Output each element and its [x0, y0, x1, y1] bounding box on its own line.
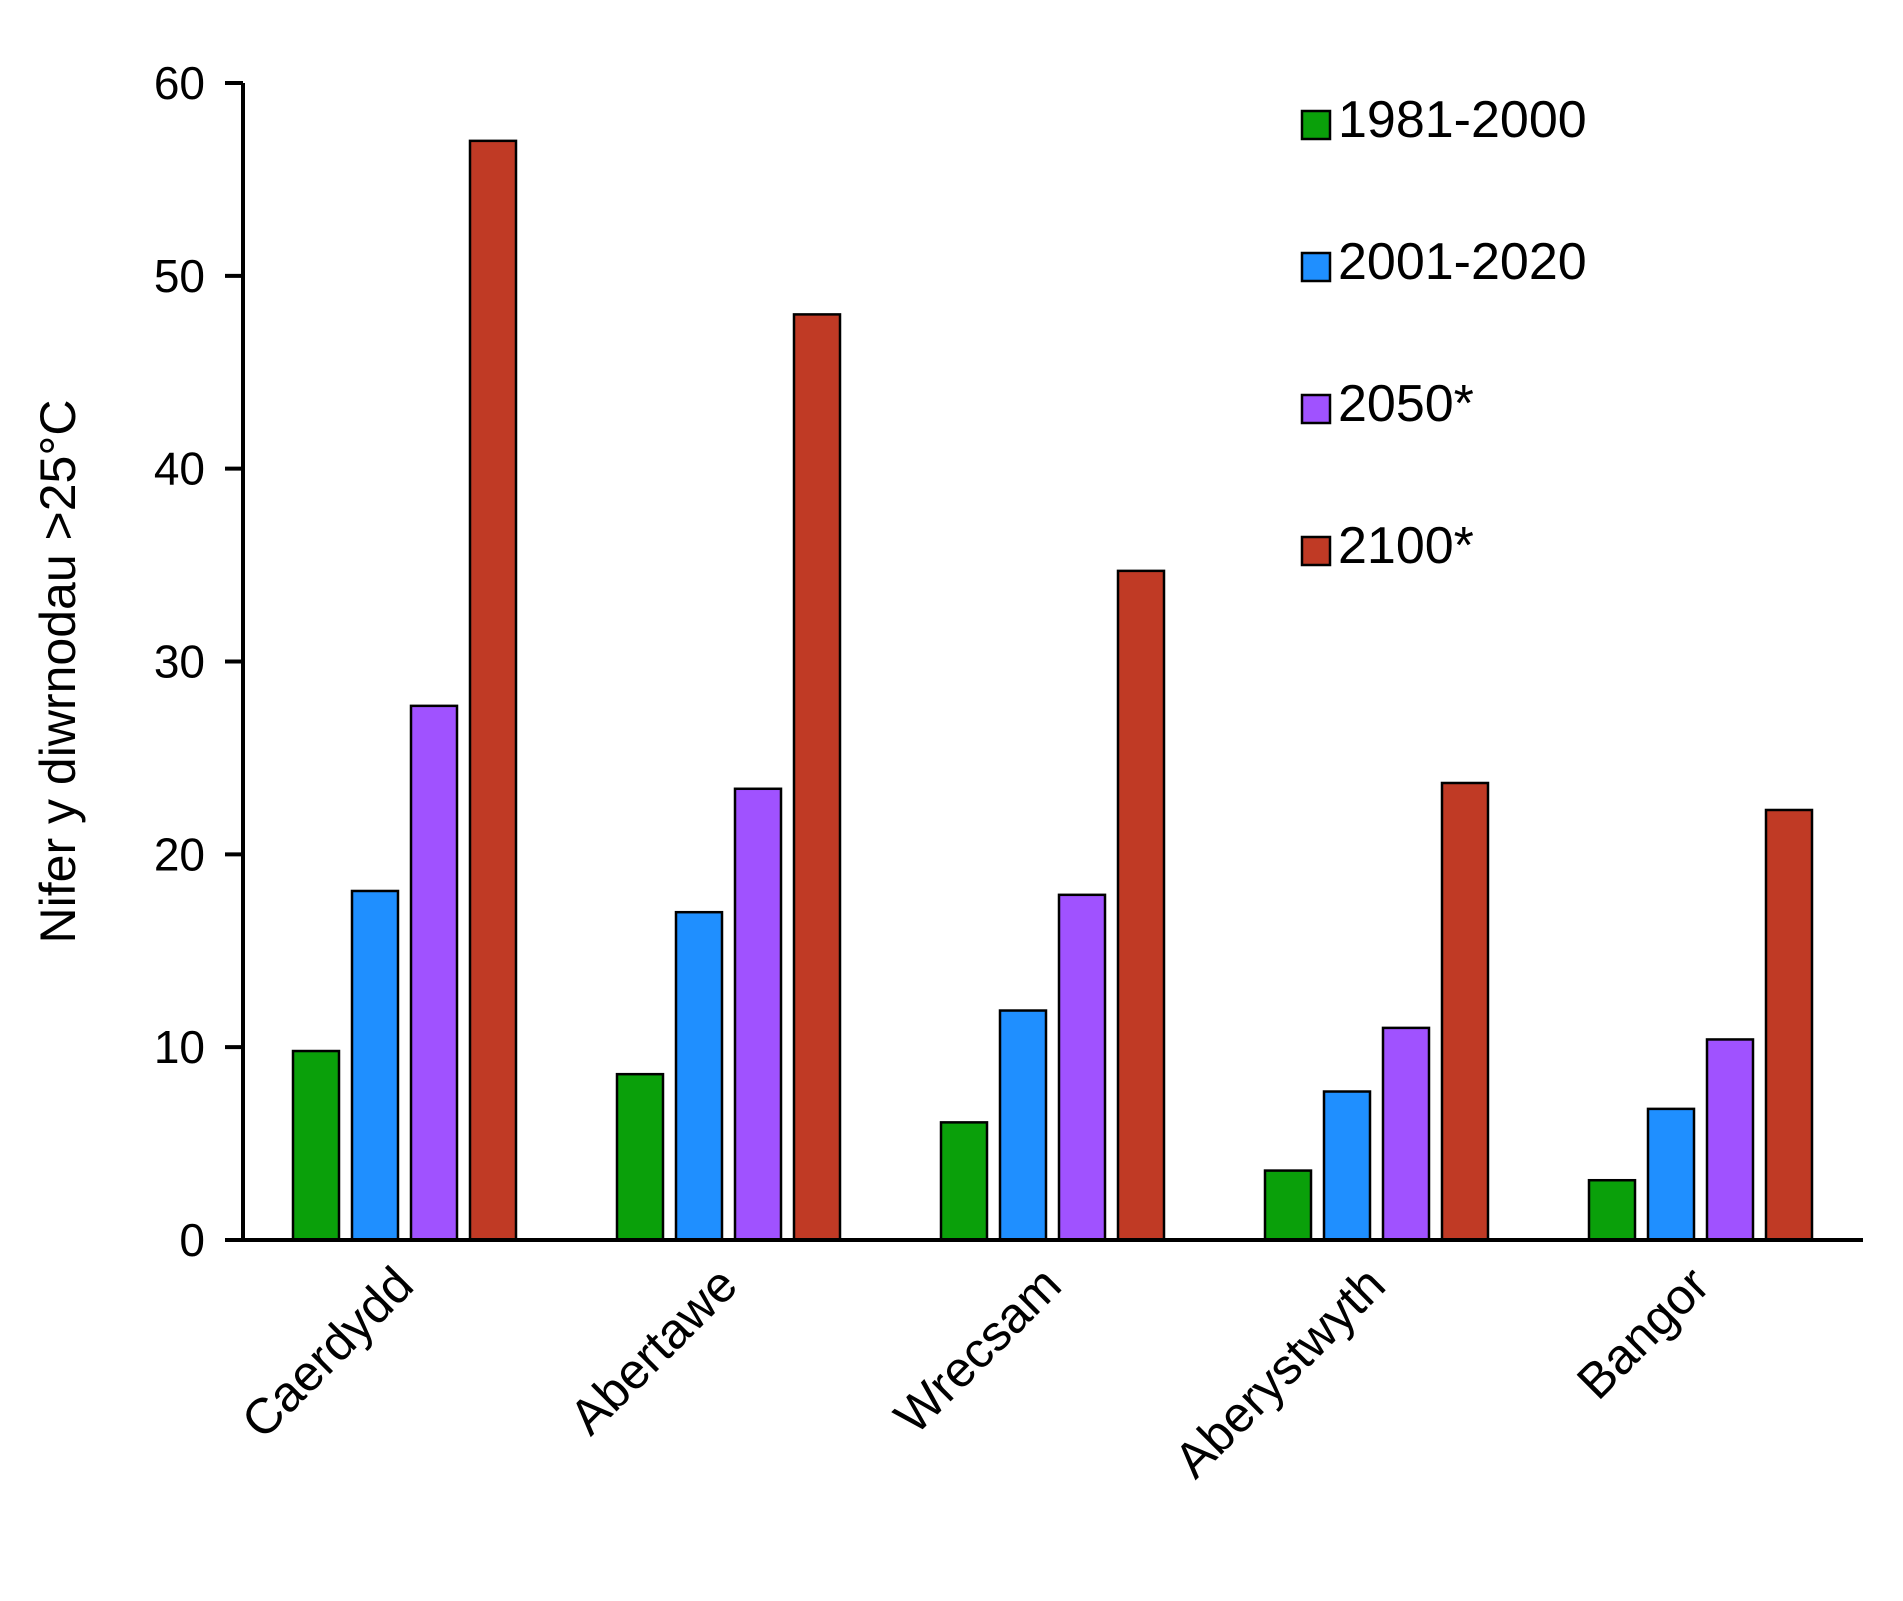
x-category-label: Wrecsam	[884, 1256, 1072, 1444]
y-tick-label: 0	[179, 1214, 205, 1266]
bar-bangor-2001-2020	[1646, 1107, 1696, 1242]
y-tick-label: 60	[154, 57, 205, 109]
x-category-label: Caerdydd	[231, 1256, 424, 1449]
bar-wrecsam-2001-2020	[998, 1009, 1048, 1242]
legend-label: 2100*	[1338, 517, 1474, 575]
legend-swatch	[1300, 109, 1332, 141]
y-axis-title: Nifer y diwrnodau >25°C	[30, 400, 86, 944]
legend-item: 1981-2000	[1300, 91, 1587, 149]
y-tick-label: 40	[154, 443, 205, 495]
legend-label: 1981-2000	[1338, 91, 1587, 149]
bar-caerdydd-1981-2000	[291, 1049, 341, 1242]
bar-marks	[291, 139, 1814, 1242]
bar-wrecsam-2050	[1057, 893, 1107, 1242]
y-tick-label: 50	[154, 250, 205, 302]
x-category-label: Abertawe	[559, 1256, 748, 1445]
x-category-label: Aberystwyth	[1164, 1256, 1396, 1488]
legend-label: 2050*	[1338, 375, 1474, 433]
bar-bangor-1981-2000	[1587, 1178, 1637, 1242]
bar-caerdydd-2100	[468, 139, 518, 1242]
legend-swatch	[1300, 251, 1332, 283]
x-axis-category-labels: Caerdydd Abertawe Wrecsam Aberystwyth Bangor	[231, 1256, 1720, 1488]
bar-aberystwyth-2050	[1381, 1026, 1431, 1242]
y-tick-label: 30	[154, 636, 205, 688]
legend-swatch	[1300, 535, 1332, 567]
bar-abertawe-2100	[792, 313, 842, 1242]
bar-bangor-2050	[1705, 1038, 1755, 1242]
legend-item: 2050*	[1300, 375, 1474, 433]
bar-caerdydd-2050	[409, 704, 459, 1242]
legend-item: 2100*	[1300, 517, 1474, 575]
legend-label: 2001-2020	[1338, 233, 1587, 291]
bar-wrecsam-2100	[1116, 569, 1166, 1242]
y-tick-label: 20	[154, 828, 205, 880]
y-axis-ticks: 0 10 20 30 40 50 60	[154, 57, 243, 1266]
bar-aberystwyth-2100	[1440, 781, 1490, 1242]
bar-abertawe-2001-2020	[674, 910, 724, 1242]
bar-bangor-2100	[1764, 808, 1814, 1242]
legend-swatch	[1300, 393, 1332, 425]
legend: 1981-2000 2001-2020 2050* 2100*	[1300, 91, 1587, 575]
bar-abertawe-2050	[733, 787, 783, 1242]
legend-item: 2001-2020	[1300, 233, 1587, 291]
bar-abertawe-1981-2000	[615, 1072, 665, 1242]
bar-aberystwyth-2001-2020	[1322, 1090, 1372, 1242]
bar-wrecsam-1981-2000	[939, 1121, 989, 1242]
y-tick-label: 10	[154, 1021, 205, 1073]
x-category-label: Bangor	[1566, 1256, 1720, 1410]
bar-caerdydd-2001-2020	[350, 889, 400, 1242]
bar-aberystwyth-1981-2000	[1263, 1169, 1313, 1242]
